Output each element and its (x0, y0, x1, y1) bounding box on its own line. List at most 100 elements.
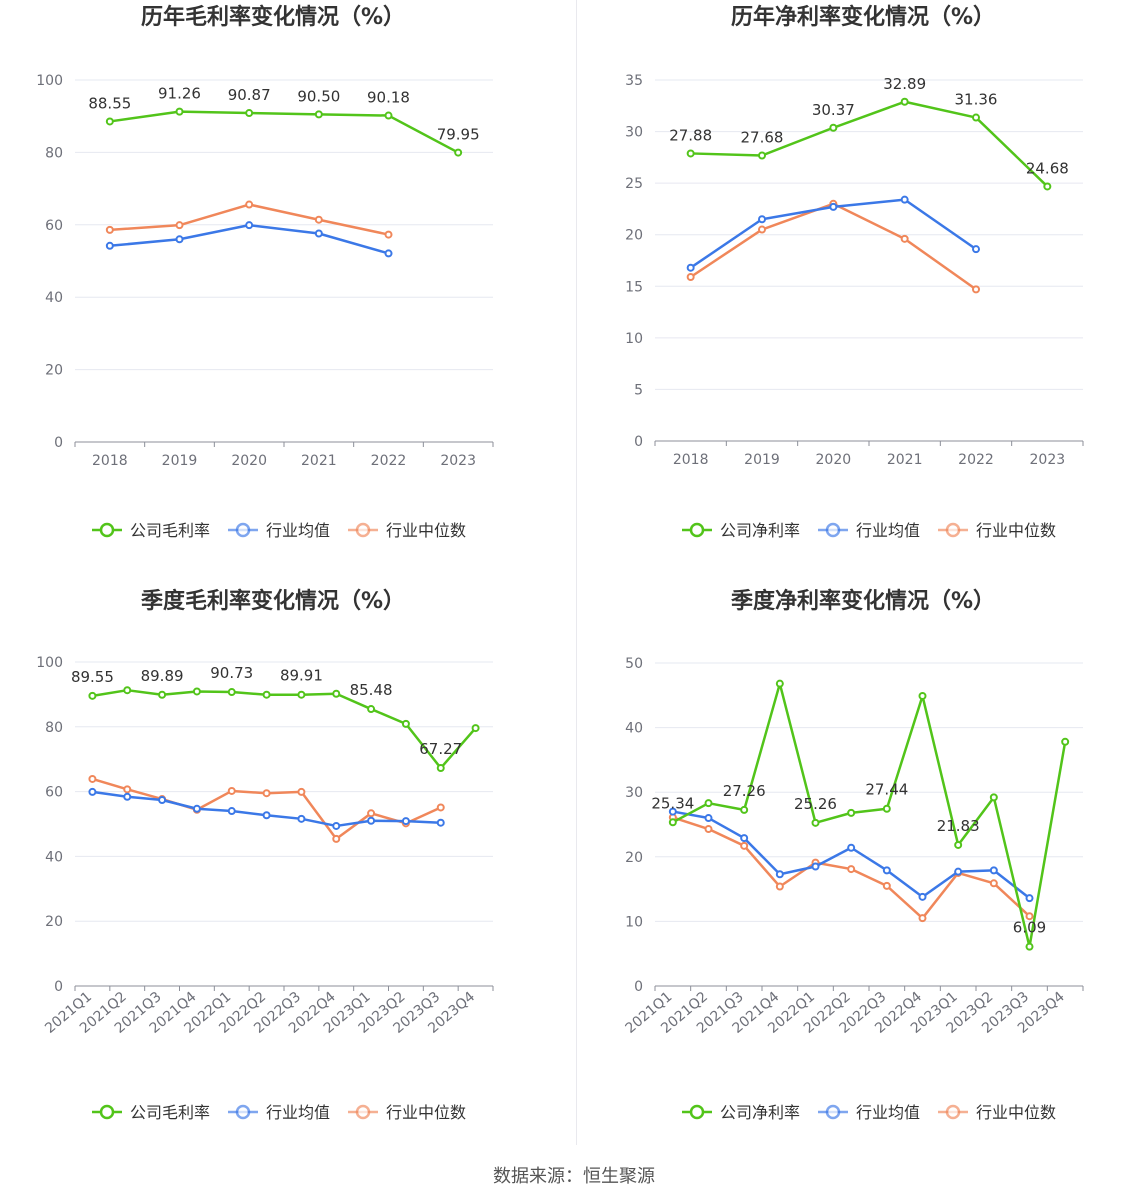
legend-industry-avg: 行业均值 (818, 1103, 920, 1122)
legend-industry-median: 行业中位数 (348, 1103, 466, 1122)
data-point (471, 724, 480, 733)
data-point (454, 148, 463, 157)
data-label: 89.55 (71, 668, 114, 686)
data-point (384, 230, 393, 239)
legend-marker (355, 522, 371, 538)
x-tick-label: 2020 (231, 453, 267, 469)
legend-label: 公司毛利率 (130, 1103, 210, 1122)
legend-marker (235, 1104, 251, 1120)
data-point (175, 107, 184, 116)
y-tick-label: 80 (45, 145, 63, 161)
legend-label: 行业中位数 (386, 1103, 466, 1122)
data-label: 88.55 (88, 94, 131, 112)
y-tick-label: 100 (36, 655, 63, 671)
chart-quarterly-gross-margin: 季度毛利率变化情况（%） 0 20 40 60 80 100 2021Q1 2021Q2 202… (0, 583, 574, 1163)
y-tick-label: 20 (625, 228, 643, 244)
data-label: 27.88 (669, 126, 712, 144)
legend-industry-median: 行业中位数 (938, 1103, 1056, 1122)
panel-divider (576, 0, 577, 1145)
data-point (436, 803, 445, 812)
data-point (192, 804, 201, 813)
data-point (775, 679, 784, 688)
data-point (175, 221, 184, 230)
data-label: 24.68 (1026, 159, 1069, 177)
legend-label: 行业均值 (266, 521, 330, 540)
data-label: 90.50 (297, 87, 340, 105)
y-tick-label: 20 (45, 914, 63, 930)
data-point (436, 818, 445, 827)
data-point (900, 234, 909, 243)
data-point (847, 843, 856, 852)
data-point (332, 834, 341, 843)
data-point (105, 225, 114, 234)
y-tick-label: 35 (625, 73, 643, 89)
x-tick-label: 2020 (816, 452, 852, 468)
data-point (847, 865, 856, 874)
series-industry-median-line (109, 203, 389, 236)
data-label: 30.37 (812, 101, 855, 119)
data-point (314, 215, 323, 224)
chart-svg: 历年毛利率变化情况（%） 0 20 40 60 80 100 2018 2019 2020 202… (36, 4, 494, 540)
data-label: 31.36 (955, 91, 998, 109)
data-point (758, 225, 766, 234)
legend-label: 公司净利率 (720, 1103, 800, 1122)
data-label: 85.48 (350, 681, 393, 699)
data-point (88, 691, 97, 700)
data-point (123, 686, 132, 695)
data-point (401, 719, 410, 728)
data-point (314, 110, 323, 119)
data-point (668, 807, 677, 816)
data-point (811, 818, 820, 827)
data-point (1025, 912, 1034, 921)
data-point (1025, 942, 1034, 951)
x-tick-label: 2022 (371, 453, 407, 469)
data-point (989, 879, 998, 888)
y-tick-label: 0 (634, 979, 643, 995)
legend-industry-avg: 行业均值 (818, 521, 920, 540)
data-point (758, 151, 766, 160)
data-point (918, 892, 927, 901)
legend-industry-avg: 行业均值 (228, 521, 330, 540)
legend-label: 公司净利率 (720, 521, 800, 540)
data-point (900, 97, 909, 106)
legend-marker (945, 522, 961, 538)
data-point (686, 273, 695, 282)
y-tick-label: 60 (45, 785, 63, 801)
legend-company: 公司毛利率 (92, 521, 210, 540)
data-label: 27.44 (865, 781, 908, 799)
y-tick-label: 40 (625, 721, 643, 737)
data-point (158, 690, 167, 699)
data-point (262, 811, 271, 820)
data-point (1025, 894, 1034, 903)
data-point (436, 764, 445, 773)
data-label: 6.09 (1013, 919, 1046, 937)
legend-label: 行业均值 (856, 1103, 920, 1122)
data-point (367, 816, 376, 825)
x-tick-label: 2018 (92, 453, 128, 469)
x-tick-label: 2018 (673, 452, 709, 468)
legend-label: 行业均值 (266, 1103, 330, 1122)
y-tick-label: 100 (36, 73, 63, 89)
chart-quarterly-net-margin: 季度净利率变化情况（%） 0 10 20 30 40 50 2021Q1 2021Q2 2021… (574, 583, 1148, 1163)
chart-title: 季度毛利率变化情况（%） (141, 588, 405, 614)
data-label: 89.89 (141, 667, 184, 685)
y-tick-label: 50 (625, 656, 643, 672)
chart-svg: 季度净利率变化情况（%） 010203040502021Q12021Q22021… (623, 588, 1084, 1122)
data-point (847, 808, 856, 817)
data-point (88, 787, 97, 796)
data-point (918, 914, 927, 923)
data-label: 32.89 (883, 75, 926, 93)
data-label: 25.26 (794, 795, 837, 813)
y-tick-label: 30 (625, 785, 643, 801)
data-point (954, 840, 963, 849)
legend-marker (355, 1104, 371, 1120)
data-point (918, 691, 927, 700)
series-industry-avg-line (109, 223, 389, 255)
data-point (686, 263, 695, 272)
data-point (972, 113, 980, 122)
data-point (245, 200, 254, 209)
series-industry-median-line (92, 777, 442, 841)
data-label: 90.73 (210, 664, 253, 682)
data-point (314, 229, 323, 238)
y-tick-label: 40 (45, 849, 63, 865)
